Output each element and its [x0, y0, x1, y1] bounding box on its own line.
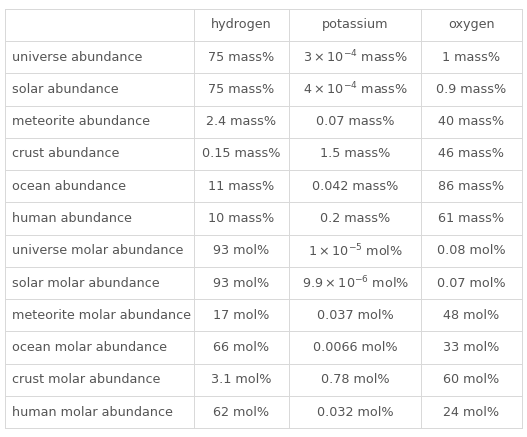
Text: 33 mol%: 33 mol% [443, 341, 500, 354]
Text: 0.15 mass%: 0.15 mass% [202, 147, 281, 160]
Text: 0.037 mol%: 0.037 mol% [317, 309, 394, 322]
Text: $4\times10^{-4}$ mass%: $4\times10^{-4}$ mass% [303, 81, 407, 98]
Text: 93 mol%: 93 mol% [213, 244, 270, 257]
Text: 17 mol%: 17 mol% [213, 309, 270, 322]
Text: 0.042 mass%: 0.042 mass% [312, 180, 398, 193]
Text: $3\times10^{-4}$ mass%: $3\times10^{-4}$ mass% [303, 49, 407, 66]
Text: 1 mass%: 1 mass% [442, 51, 501, 64]
Text: 62 mol%: 62 mol% [213, 406, 270, 419]
Text: 46 mass%: 46 mass% [438, 147, 504, 160]
Text: ocean abundance: ocean abundance [12, 180, 125, 193]
Text: 24 mol%: 24 mol% [443, 406, 500, 419]
Text: hydrogen: hydrogen [211, 18, 272, 31]
Text: 0.9 mass%: 0.9 mass% [436, 83, 506, 96]
Text: 0.07 mass%: 0.07 mass% [316, 115, 394, 128]
Text: solar molar abundance: solar molar abundance [12, 277, 159, 290]
Text: 75 mass%: 75 mass% [208, 83, 275, 96]
Text: solar abundance: solar abundance [12, 83, 118, 96]
Text: 0.07 mol%: 0.07 mol% [437, 277, 506, 290]
Text: ocean molar abundance: ocean molar abundance [12, 341, 167, 354]
Text: meteorite molar abundance: meteorite molar abundance [12, 309, 191, 322]
Text: 40 mass%: 40 mass% [438, 115, 504, 128]
Text: meteorite abundance: meteorite abundance [12, 115, 150, 128]
Text: $9.9\times10^{-6}$ mol%: $9.9\times10^{-6}$ mol% [301, 275, 409, 291]
Text: crust molar abundance: crust molar abundance [12, 373, 160, 386]
Text: 1.5 mass%: 1.5 mass% [320, 147, 391, 160]
Text: 10 mass%: 10 mass% [208, 212, 275, 225]
Text: 75 mass%: 75 mass% [208, 51, 275, 64]
Text: 86 mass%: 86 mass% [438, 180, 504, 193]
Text: 0.0066 mol%: 0.0066 mol% [313, 341, 397, 354]
Text: 0.78 mol%: 0.78 mol% [321, 373, 389, 386]
Text: 60 mol%: 60 mol% [443, 373, 500, 386]
Text: 66 mol%: 66 mol% [213, 341, 270, 354]
Text: universe molar abundance: universe molar abundance [12, 244, 183, 257]
Text: potassium: potassium [322, 18, 388, 31]
Text: 3.1 mol%: 3.1 mol% [211, 373, 272, 386]
Text: 0.2 mass%: 0.2 mass% [320, 212, 391, 225]
Text: $1\times10^{-5}$ mol%: $1\times10^{-5}$ mol% [308, 243, 403, 259]
Text: human molar abundance: human molar abundance [12, 406, 172, 419]
Text: 93 mol%: 93 mol% [213, 277, 270, 290]
Text: 61 mass%: 61 mass% [438, 212, 504, 225]
Text: crust abundance: crust abundance [12, 147, 119, 160]
Text: 0.08 mol%: 0.08 mol% [437, 244, 506, 257]
Text: 11 mass%: 11 mass% [208, 180, 275, 193]
Text: human abundance: human abundance [12, 212, 131, 225]
Text: 48 mol%: 48 mol% [443, 309, 500, 322]
Text: oxygen: oxygen [448, 18, 495, 31]
Text: universe abundance: universe abundance [12, 51, 142, 64]
Text: 0.032 mol%: 0.032 mol% [317, 406, 394, 419]
Text: 2.4 mass%: 2.4 mass% [207, 115, 277, 128]
